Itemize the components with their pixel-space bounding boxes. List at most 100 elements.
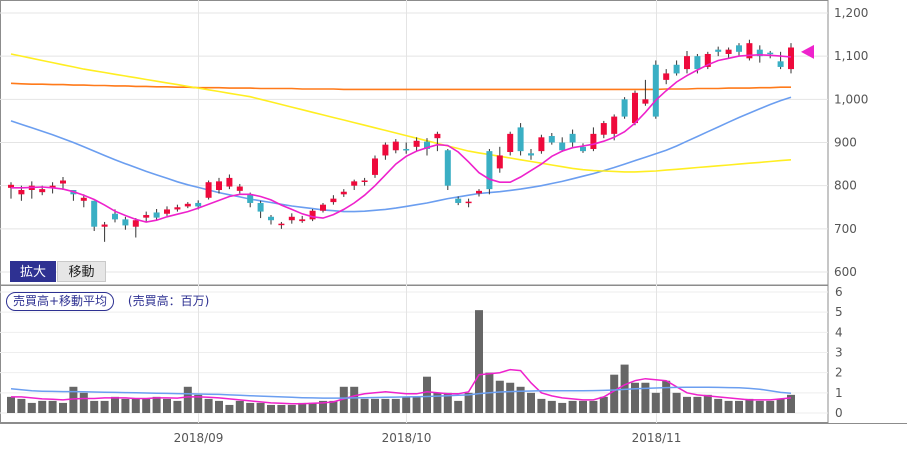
price-tick-label: 1,000 [834,92,868,106]
candle-down [91,200,98,227]
volume-bar [672,392,681,413]
volume-bar [568,400,577,413]
candle-down [517,127,524,152]
candle-up [465,201,472,204]
candle-down [694,56,701,70]
volume-bar [339,386,348,413]
candle-up [80,197,87,201]
candle-up [226,177,233,187]
volume-bar [464,392,473,413]
candle-up [205,182,212,198]
volume-bar [599,396,608,413]
volume-bar [350,386,359,413]
candle-up [538,137,545,152]
candle-down [736,45,742,52]
candle-up [49,185,56,188]
volume-bar [267,404,275,413]
volume-bar [256,402,265,413]
volume-bar [90,400,99,413]
volume-tick-label: 2 [835,366,843,380]
candle-up [8,184,14,188]
volume-bar [724,400,733,413]
candle-up [382,144,389,156]
volume-bar [235,400,244,413]
volume-bar [547,400,556,413]
candle-down [652,64,659,117]
volume-bar [204,398,213,413]
candle-down [122,219,129,226]
date-tick-label: 2018/10 [382,431,432,445]
volume-bar [131,398,140,413]
candle-up [434,133,441,139]
volume-bar [589,400,598,413]
candle-down [403,148,410,151]
volume-bar [537,398,546,413]
candle-up [611,116,618,134]
candle-up [496,155,503,169]
price-tick-label: 700 [834,222,857,236]
candle-up [278,223,285,226]
price-tick-label: 600 [834,265,857,279]
candle-down [569,133,576,143]
candle-up [60,180,66,184]
volume-bar [755,400,764,413]
volume-bar [319,400,327,413]
ma-extra-long-line [10,53,792,173]
volume-bar [287,404,296,413]
candle-down [444,150,451,186]
volume-volume-ma-short-line [11,368,792,405]
candle-down [767,52,774,55]
candle-up [476,190,482,194]
zoom-button[interactable]: 拡大 [10,261,56,282]
volume-bar [443,392,452,413]
volume-frame [0,285,829,423]
volume-bar [111,396,119,413]
volume-bar [38,400,47,413]
volume-bar [142,398,151,413]
candle-down [777,61,784,67]
volume-bar [641,382,650,413]
price-tick-label: 1,200 [834,6,868,20]
volume-legend: 売買高+移動平均 (売買高：百万) [6,292,209,311]
volume-bar [100,400,109,413]
volume-bar [215,400,223,413]
candle-up [320,204,326,211]
candle-up [642,99,649,104]
candle-up [288,216,295,221]
candle-up [18,190,25,195]
volume-bar [631,382,639,413]
move-button[interactable]: 移動 [57,261,106,282]
volume-bar [27,402,36,413]
candle-down [112,213,118,220]
volume-bar [183,386,192,413]
volume-bar [787,394,795,413]
volume-bar [7,396,15,413]
price-tick-label: 900 [834,136,857,150]
volume-bar [246,402,255,413]
volume-unit-label: (売買高：百万) [127,294,210,308]
candle-up [361,180,368,182]
volume-bar [527,392,535,413]
volume-bar [194,394,203,413]
candle-down [715,49,722,52]
volume-bar [173,400,182,413]
volume-bar [495,380,504,413]
volume-bar [516,386,525,413]
candle-up [340,191,347,195]
volume-bar [381,398,390,413]
volume-tick-label: 4 [835,325,843,339]
volume-bar [745,398,754,413]
candle-up [663,73,670,80]
candle-up [184,203,191,207]
volume-tick-label: 1 [835,386,843,400]
candle-down [268,216,274,221]
candle-up [164,209,170,214]
volume-bar [59,402,67,413]
candle-up [590,133,597,149]
candle-down [756,49,763,57]
price-tick-label: 800 [834,179,857,193]
candle-up [704,53,711,67]
candle-up [413,140,420,147]
volume-bar [121,398,130,413]
